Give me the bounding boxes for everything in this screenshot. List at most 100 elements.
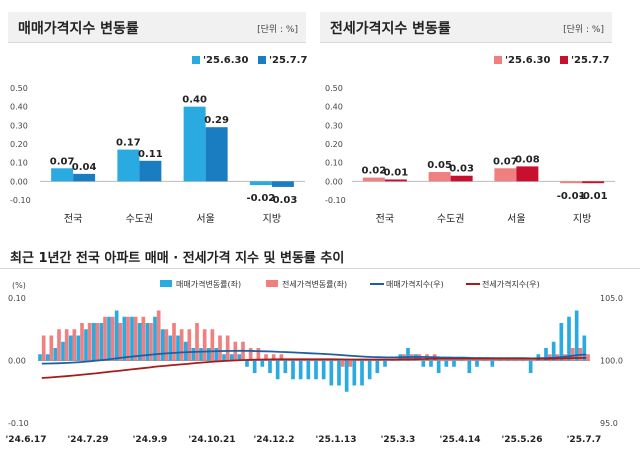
jeonse-bar-chart: 0.50 0.40 0.30 0.20 0.10 0.00 -0.10 0.020.01 전국 0… (325, 84, 615, 225)
trend-sale-bar (38, 354, 42, 361)
sale-category-label: 지방 (263, 213, 281, 225)
sale-panel-header: 매매가격지수 변동률 [단위 : %] (8, 12, 306, 43)
trend-sale-bar (160, 329, 165, 361)
trend-xtick: '24.10.21 (188, 435, 235, 445)
jeonse-data-label: 0.05 (427, 160, 452, 171)
trend-jeonse-bar (164, 329, 169, 361)
jeonse-panel-title: 전세가격지수 변동률 (330, 21, 451, 37)
trend-sale-bar (574, 310, 579, 361)
trend-sale-bar (206, 348, 211, 361)
trend-jeonse-bar (509, 360, 514, 362)
trend-sale-bar (544, 348, 548, 361)
jeonse-category-label: 서울 (507, 213, 525, 225)
sale-ytick: 0.00 (10, 177, 28, 186)
sale-ytick: 0.20 (10, 140, 28, 149)
trend-sale-bar (61, 341, 65, 361)
jeonse-ytick: 0.20 (325, 140, 343, 149)
trend-sale-bar (107, 316, 111, 361)
trend-jeonse-bar (386, 360, 391, 362)
trend-jeonse-bar (279, 354, 284, 361)
trend-jeonse-bar (172, 323, 176, 361)
trend-jeonse-bar (356, 360, 360, 362)
trend-jeonse-bar (570, 348, 575, 361)
trend-sale-bar (337, 360, 341, 386)
trend-sale-bar (168, 335, 173, 361)
trend-jeonse-bar (310, 360, 314, 362)
trend-yright-tick: 95.0 (600, 419, 618, 428)
trend-jeonse-bar (133, 316, 138, 361)
trend-sale-bar (99, 323, 104, 361)
jeonse-data-label: 0.03 (449, 164, 474, 175)
jeonse-ytick: 0.30 (325, 121, 343, 130)
jeonse-bar (560, 181, 583, 184)
sale-bar (249, 181, 272, 186)
trend-sale-bar (91, 323, 96, 361)
sale-ytick: 0.40 (10, 103, 28, 112)
sale-bar (139, 160, 162, 182)
jeonse-bar (384, 179, 407, 182)
jeonse-ytick: 0.50 (325, 84, 343, 93)
trend-jeonse-bar (302, 360, 307, 362)
jeonse-data-label: 0.01 (384, 167, 409, 178)
jeonse-panel-unit: [단위 : %] (563, 25, 604, 35)
trend-sale-bar (314, 360, 318, 380)
sale-legend-prev-label: '25.6.30 (203, 55, 249, 66)
trend-jeonse-bar (363, 360, 368, 362)
trend-sale-bar (237, 354, 242, 361)
trend-jeonse-bar (287, 360, 291, 362)
sale-legend-prev-swatch (192, 56, 200, 64)
trend-sale-bar (551, 341, 556, 361)
trend-sale-bar (268, 360, 272, 373)
trend-jeonse-bar (218, 335, 222, 361)
trend-sale-bar (214, 348, 219, 361)
trend-sale-bar (84, 329, 88, 361)
sale-data-label: 0.11 (138, 149, 163, 160)
trend-sale-bar (229, 354, 234, 361)
trend-sale-bar (53, 348, 58, 361)
trend-sale-bar (436, 360, 441, 373)
trend-jeonse-bar (141, 316, 146, 361)
trend-sale-bar (130, 316, 134, 361)
trend-yleft-tick: 0.10 (8, 294, 26, 303)
trend-sale-bar (367, 360, 372, 380)
sale-data-label: 0.17 (116, 138, 141, 149)
sale-data-label: 0.29 (204, 115, 229, 126)
jeonse-ytick: 0.00 (325, 177, 343, 186)
trend-jeonse-index-line (41, 357, 587, 379)
trend-sale-bar (375, 360, 380, 373)
trend-sale-bar (452, 360, 456, 367)
trend-sale-bar (153, 316, 157, 361)
trend-jeonse-bar (72, 329, 77, 361)
sale-category-label: 수도권 (126, 213, 154, 225)
sale-data-label: 0.40 (182, 95, 207, 106)
trend-jeonse-bar (187, 329, 192, 361)
sale-panel-title: 매매가격지수 변동률 (18, 21, 139, 37)
sale-bar (73, 173, 96, 182)
trend-legend-label: 매매가격변동률(좌) (176, 279, 241, 289)
sale-category-label: 서울 (196, 213, 214, 225)
trend-sale-bar (528, 360, 533, 373)
trend-sale-bar (467, 360, 472, 373)
trend-jeonse-bar (64, 329, 69, 361)
trend-jeonse-bar (179, 329, 184, 361)
trend-sale-bar (275, 360, 280, 380)
sale-bar (183, 106, 206, 182)
trend-jeonse-bar (440, 360, 445, 362)
trend-jeonse-bar (248, 348, 253, 361)
trend-title: 최근 1년간 전국 아파트 매매 · 전세가격 지수 및 변동률 추이 (10, 251, 345, 266)
trend-xtick: '24.12.2 (254, 435, 295, 445)
jeonse-bar (516, 166, 539, 182)
trend-sale-bar (482, 360, 487, 362)
trend-sale-bar (498, 360, 502, 362)
sale-ytick: 0.30 (10, 121, 28, 130)
sale-panel-unit: [단위 : %] (257, 25, 298, 35)
trend-sale-bar (260, 360, 265, 367)
jeonse-panel-header: 전세가격지수 변동률 [단위 : %] (320, 12, 612, 43)
trend-sale-bar (344, 360, 349, 392)
trend-sale-bar (145, 323, 150, 361)
trend-xtick: '25.3.3 (381, 435, 416, 445)
jeonse-category-label: 전국 (376, 213, 394, 225)
trend-jeonse-bar (486, 360, 491, 362)
jeonse-category-label: 지방 (573, 213, 591, 225)
trend-xtick: '24.6.17 (6, 435, 47, 445)
